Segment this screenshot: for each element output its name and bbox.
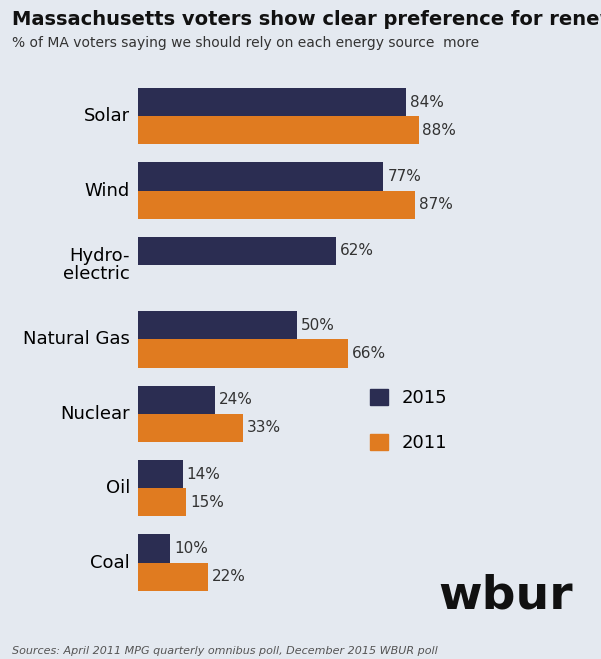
Text: 24%: 24% — [219, 392, 252, 407]
Bar — [138, 488, 186, 517]
Text: 22%: 22% — [212, 569, 246, 585]
Bar — [138, 162, 383, 190]
Text: 10%: 10% — [174, 541, 208, 556]
Bar — [138, 339, 349, 368]
Text: 88%: 88% — [423, 123, 456, 138]
Text: % of MA voters saying we should rely on each energy source  more: % of MA voters saying we should rely on … — [12, 36, 479, 50]
Text: 87%: 87% — [419, 197, 453, 212]
Bar — [138, 414, 243, 442]
Text: 62%: 62% — [340, 243, 374, 258]
Text: Massachusetts voters show clear preference for renewables: Massachusetts voters show clear preferen… — [12, 10, 601, 29]
Bar — [138, 190, 415, 219]
Text: wbur: wbur — [439, 574, 573, 619]
Text: 50%: 50% — [301, 318, 335, 333]
Text: 77%: 77% — [387, 169, 421, 184]
Text: 14%: 14% — [187, 467, 221, 482]
Bar — [138, 563, 209, 591]
Text: 84%: 84% — [410, 94, 444, 109]
Bar — [138, 116, 418, 144]
Legend: 2015, 2011: 2015, 2011 — [370, 389, 448, 452]
Bar — [138, 386, 215, 414]
Text: 66%: 66% — [352, 346, 386, 361]
Bar — [138, 237, 336, 265]
Bar — [138, 534, 170, 563]
Bar — [138, 88, 406, 116]
Text: 15%: 15% — [190, 495, 224, 510]
Text: Sources: April 2011 MPG quarterly omnibus poll, December 2015 WBUR poll: Sources: April 2011 MPG quarterly omnibu… — [12, 646, 438, 656]
Text: 33%: 33% — [247, 420, 281, 436]
Bar — [138, 460, 183, 488]
Bar — [138, 311, 297, 339]
